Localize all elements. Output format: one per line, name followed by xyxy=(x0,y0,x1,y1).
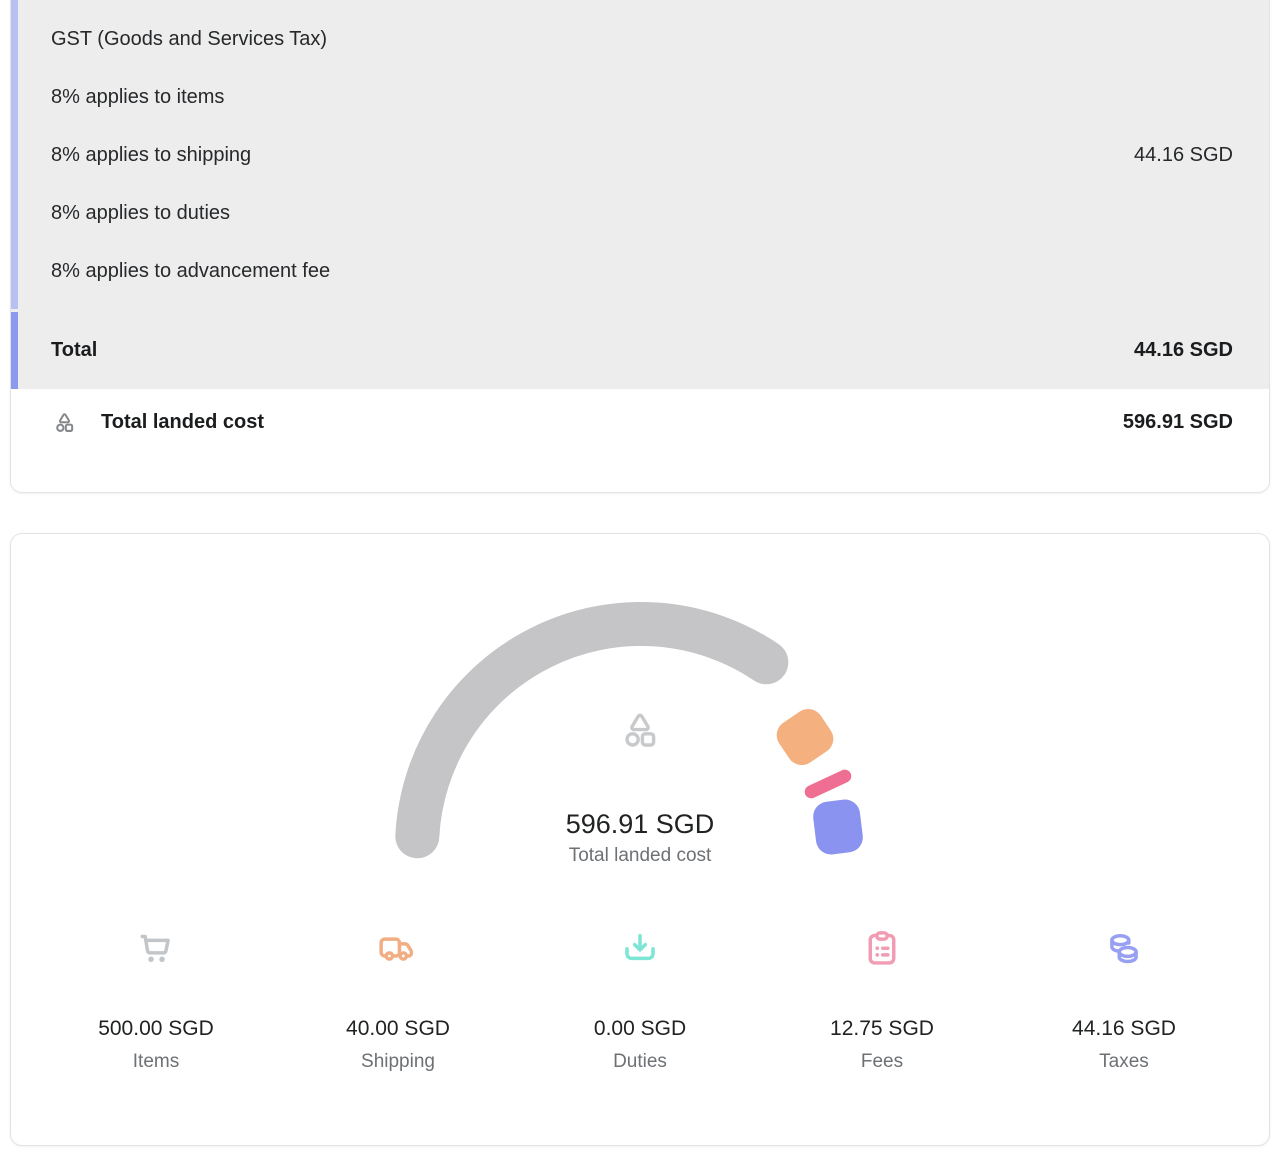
gauge-arc-svg xyxy=(395,602,863,859)
tax-breakdown-accent-bar xyxy=(11,0,18,309)
cart-icon xyxy=(134,927,178,971)
tax-row-duties: 8% applies to duties xyxy=(51,184,1233,242)
tax-row-label: GST (Goods and Services Tax) xyxy=(51,27,328,50)
total-landed-cost-row: Total landed cost 596.91 SGD xyxy=(11,389,1269,492)
tax-total-label: Total xyxy=(51,339,98,361)
tax-breakdown-block: GST (Goods and Services Tax) 8% applies … xyxy=(11,0,1269,309)
stat-value: 44.16 SGD xyxy=(1072,1017,1176,1040)
gauge-total-value: 596.91 SGD xyxy=(565,809,715,839)
tax-total-accent-bar xyxy=(11,312,18,389)
tax-total-value: 44.16 SGD xyxy=(1134,339,1233,361)
stat-label: Shipping xyxy=(361,1051,435,1072)
tax-total-row: Total 44.16 SGD xyxy=(11,312,1269,389)
gauge-segment-shipping xyxy=(776,708,834,766)
tax-details-section: GST (Goods and Services Tax) 8% applies … xyxy=(11,0,1269,389)
stat-label: Taxes xyxy=(1099,1051,1149,1072)
tax-row-shipping: 8% applies to shipping 44.16 SGD xyxy=(51,126,1233,184)
stat-value: 12.75 SGD xyxy=(830,1017,934,1040)
stat-duties: 0.00 SGD Duties xyxy=(519,927,761,1074)
tax-row-label: 8% applies to items xyxy=(51,85,225,108)
shapes-icon xyxy=(51,409,78,436)
total-landed-cost-label: Total landed cost xyxy=(101,411,264,433)
tax-row-label: 8% applies to duties xyxy=(51,201,231,224)
tax-row-items: 8% applies to items xyxy=(51,68,1233,126)
gauge-segment-fees xyxy=(804,769,852,799)
gauge-segment-taxes xyxy=(813,799,863,855)
coins-icon xyxy=(1102,927,1146,971)
cost-stats-row: 500.00 SGD Items 40.00 SGD Shipping xyxy=(35,904,1245,1074)
stat-shipping: 40.00 SGD Shipping xyxy=(277,927,519,1074)
stat-taxes: 44.16 SGD Taxes xyxy=(1003,927,1245,1074)
tax-row-value: 44.16 SGD xyxy=(1134,143,1233,166)
gauge-total-label: Total landed cost xyxy=(568,845,712,866)
stat-fees: 12.75 SGD Fees xyxy=(761,927,1003,1074)
gauge-chart: 596.91 SGD Total landed cost xyxy=(11,534,1269,904)
stat-label: Duties xyxy=(613,1051,667,1072)
gauge-segment-items xyxy=(395,602,789,859)
truck-icon xyxy=(376,927,420,971)
download-icon xyxy=(618,927,662,971)
shapes-icon xyxy=(616,706,664,754)
total-landed-cost-value: 596.91 SGD xyxy=(1122,411,1233,433)
stat-value: 40.00 SGD xyxy=(346,1017,450,1040)
stat-value: 0.00 SGD xyxy=(593,1017,687,1040)
tax-row-advancement-fee: 8% applies to advancement fee xyxy=(51,242,1233,300)
landed-cost-chart-card: 596.91 SGD Total landed cost 500.00 SGD … xyxy=(10,533,1270,1146)
gauge-center: 596.91 SGD Total landed cost xyxy=(11,706,1269,869)
tax-row-gst-title: GST (Goods and Services Tax) xyxy=(51,10,1233,68)
tax-row-label: 8% applies to advancement fee xyxy=(51,259,331,282)
stat-label: Fees xyxy=(860,1051,904,1072)
tax-row-label: 8% applies to shipping xyxy=(51,143,252,166)
stat-value: 500.00 SGD xyxy=(98,1017,214,1040)
stat-items: 500.00 SGD Items xyxy=(35,927,277,1074)
stat-label: Items xyxy=(132,1051,180,1072)
clipboard-icon xyxy=(860,927,904,971)
cost-summary-card: GST (Goods and Services Tax) 8% applies … xyxy=(10,0,1270,493)
